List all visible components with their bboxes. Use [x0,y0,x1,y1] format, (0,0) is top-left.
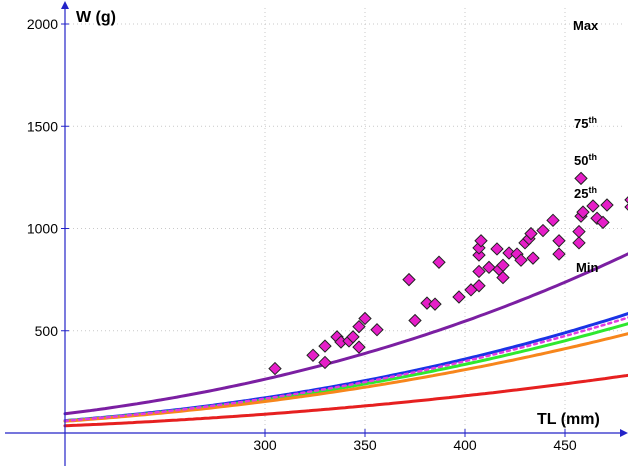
x-tick-label-300: 300 [253,437,277,453]
data-point-8 [352,340,366,354]
y-tick-label-1500: 1500 [27,118,58,134]
y-tick-label-1000: 1000 [27,221,58,237]
data-point-13 [408,313,422,328]
data-point-0 [268,361,282,376]
data-point-14 [420,296,434,310]
data-point-45 [586,199,600,213]
data-point-10 [358,311,372,326]
y-tick-label-2000: 2000 [27,16,58,32]
x-tick-label-450: 450 [553,437,577,453]
data-point-40 [572,236,586,250]
y-axis-title: W (g) [76,9,116,26]
x-axis-arrow [620,429,628,437]
data-point-29 [502,246,516,260]
axis-layer: 300350400450500500100015002000 [5,1,628,466]
data-point-7 [346,330,360,344]
data-point-11 [370,323,384,337]
data-point-28 [496,270,510,285]
curve-25th [63,332,628,423]
x-tick-label-400: 400 [453,437,477,453]
curve-75th-fit [63,316,628,423]
curve-label-max: Max [573,18,599,33]
curve-label-min: Min [576,260,598,275]
data-point-36 [536,223,550,238]
y-tick-label-500: 500 [35,323,59,339]
data-point-24 [482,260,496,275]
data-point-31 [514,253,528,267]
data-point-47 [596,215,610,230]
data-point-21 [472,248,486,262]
data-point-38 [552,234,566,248]
data-point-17 [452,290,466,304]
data-point-3 [318,355,332,370]
data-point-39 [552,247,566,261]
data-point-15 [428,297,442,311]
data-point-16 [432,255,446,269]
curve-max [63,252,628,416]
curve-layer [63,252,628,428]
data-point-25 [490,242,504,256]
curve-50th [63,322,628,423]
curve-label-75th: 75th [574,115,597,131]
y-axis-arrow [61,1,69,9]
grid-layer [65,8,622,433]
data-point-12 [402,272,416,287]
data-point-41 [572,224,586,239]
curve-label-25th: 25th [574,185,597,201]
x-axis-title: TL (mm) [537,411,600,428]
data-point-2 [318,339,332,353]
data-point-9 [352,319,366,334]
data-point-19 [472,279,486,293]
data-point-44 [576,205,590,219]
data-point-48 [600,198,614,212]
data-point-35 [526,251,540,265]
data-point-1 [306,348,320,362]
curve-min [63,373,628,428]
point-layer [268,171,628,376]
data-point-50 [624,203,628,211]
data-point-23 [474,234,488,248]
data-point-49 [624,196,628,204]
data-point-34 [524,226,538,241]
data-point-43 [574,171,588,186]
label-layer: Max 75th 50th 25th Min [573,18,599,275]
data-point-20 [472,264,486,279]
x-tick-label-350: 350 [353,437,377,453]
curve-label-50th: 50th [574,152,597,168]
data-point-37 [546,213,560,228]
